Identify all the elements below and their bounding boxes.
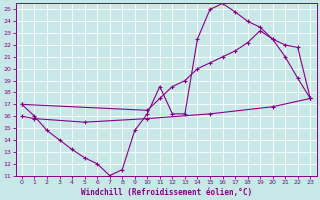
X-axis label: Windchill (Refroidissement éolien,°C): Windchill (Refroidissement éolien,°C) bbox=[81, 188, 252, 197]
